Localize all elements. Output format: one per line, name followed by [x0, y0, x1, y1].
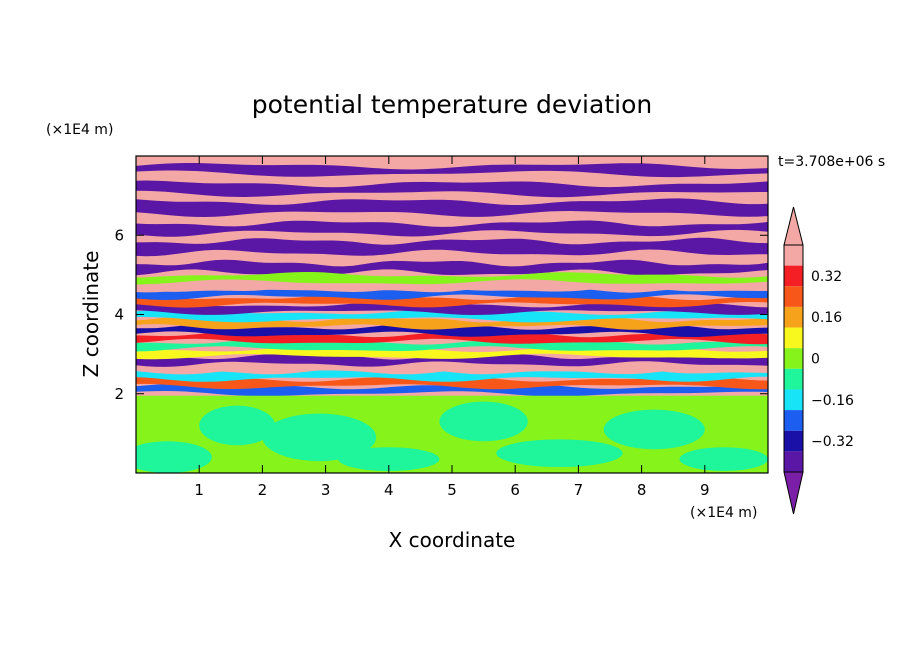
- mixing-eddy: [262, 413, 377, 462]
- colorbar-segment: [784, 265, 803, 287]
- y-axis-label: Z coordinate: [79, 251, 103, 378]
- colorbar-segment: [784, 451, 803, 472]
- purple-layer: [136, 198, 768, 217]
- y-unit-label: (×1E4 m): [46, 122, 113, 138]
- x-tick-label: 1: [194, 481, 204, 499]
- colorbar-segment: [784, 327, 803, 349]
- colorbar-label: 0: [811, 352, 820, 368]
- colorbar-segment: [784, 306, 803, 328]
- colorbar-label: 0.16: [811, 310, 842, 326]
- x-tick-label: 8: [637, 481, 647, 499]
- mixed-layer: [136, 301, 768, 315]
- x-unit-label: (×1E4 m): [690, 505, 757, 521]
- purple-layer: [136, 259, 768, 276]
- colorbar-label: −0.16: [811, 393, 854, 409]
- purple-layer: [136, 163, 768, 178]
- y-axis: 2 4 6: [114, 226, 768, 403]
- x-tick-label: 7: [574, 481, 584, 499]
- chart-title: potential temperature deviation: [252, 90, 652, 119]
- x-tick-label: 4: [384, 481, 394, 499]
- mixed-layer: [136, 383, 768, 397]
- colorbar-segment: [784, 410, 803, 431]
- x-tick-label: 9: [700, 481, 710, 499]
- colorbar-segment: [784, 368, 803, 390]
- y-tick-label: 4: [114, 306, 124, 324]
- mixing-eddy: [603, 409, 705, 450]
- colorbar-label: 0.32: [811, 269, 842, 285]
- colorbar-label: −0.32: [811, 434, 854, 450]
- colorbar-segment: [784, 286, 803, 307]
- x-tick-label: 5: [447, 481, 457, 499]
- mixed-layer: [136, 316, 768, 330]
- mixing-eddy: [338, 447, 440, 472]
- colorbar-segment: [784, 389, 803, 411]
- mixing-eddy: [496, 439, 623, 468]
- contour-field: [136, 156, 768, 473]
- mixing-eddy: [679, 447, 768, 472]
- mixed-layer: [136, 309, 768, 323]
- colorbar-segment: [784, 430, 803, 452]
- x-tick-label: 6: [510, 481, 520, 499]
- colorbar: 0.32 0.16 0 −0.16 −0.32: [783, 206, 854, 515]
- colorbar-over-arrow: [783, 206, 804, 246]
- mixed-layer: [136, 361, 768, 375]
- time-label: t=3.708e+06 s: [778, 154, 885, 170]
- mixing-eddy: [199, 405, 276, 446]
- mixed-layer: [136, 353, 768, 367]
- mixing-eddy: [136, 441, 212, 473]
- x-axis-label: X coordinate: [389, 528, 516, 552]
- mixing-eddy: [439, 401, 528, 442]
- x-tick-label: 2: [258, 481, 268, 499]
- purple-layer: [136, 220, 768, 237]
- x-axis: 1 2 3 4 5 6 7 8 9: [194, 156, 710, 499]
- colorbar-under-arrow: [783, 471, 804, 515]
- mixed-layer: [136, 376, 768, 390]
- colorbar-segment: [784, 245, 803, 266]
- y-tick-label: 2: [114, 385, 124, 403]
- purple-layer: [136, 237, 768, 257]
- mixed-layer: [136, 272, 768, 285]
- y-tick-label: 6: [114, 226, 124, 244]
- colorbar-segment: [784, 348, 803, 369]
- purple-layer: [136, 180, 768, 198]
- x-tick-label: 3: [321, 481, 331, 499]
